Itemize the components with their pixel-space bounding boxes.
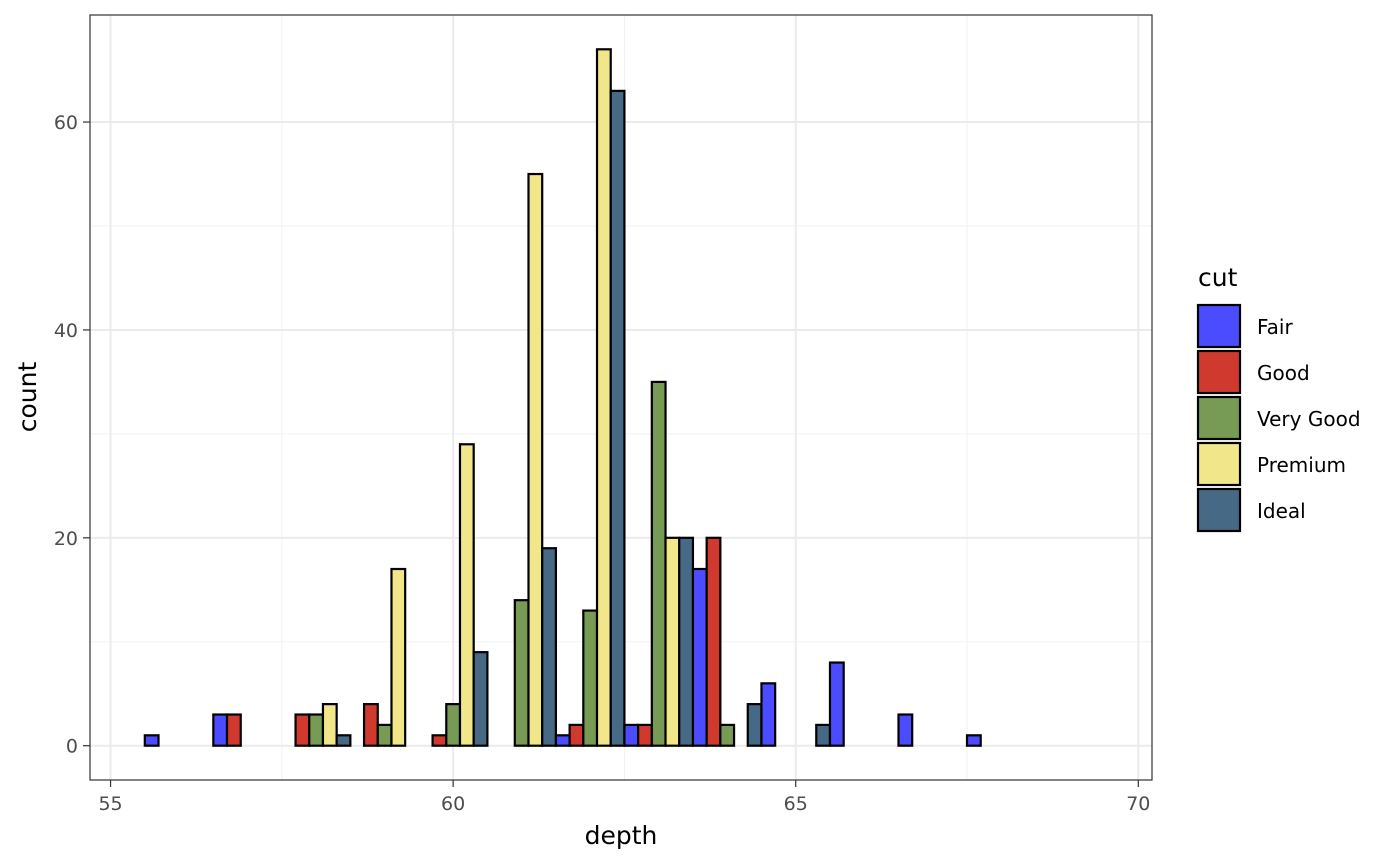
bar-very-good-59 xyxy=(376,723,393,747)
bar-fair-57 xyxy=(212,713,229,747)
bar-very-good-64 xyxy=(719,723,736,747)
bar-fair-62 xyxy=(554,734,571,747)
x-tick-label: 55 xyxy=(98,793,122,815)
bar-very-good-61 xyxy=(513,599,530,747)
bar-ideal-60 xyxy=(472,651,489,747)
legend-label-good: Good xyxy=(1257,361,1310,385)
bar-very-good-60 xyxy=(445,703,462,747)
legend-title: cut xyxy=(1198,263,1238,292)
legend-key-ideal xyxy=(1196,487,1242,533)
bar-ideal-64 xyxy=(746,703,763,747)
bar-very-good-62 xyxy=(582,609,599,747)
bar-good-59 xyxy=(362,703,379,747)
bar-ideal-62 xyxy=(609,89,626,747)
bar-premium-61 xyxy=(527,172,544,747)
legend-label-ideal: Ideal xyxy=(1257,499,1306,523)
bar-good-64 xyxy=(705,536,722,747)
x-tick-label: 60 xyxy=(441,793,465,815)
bar-very-good-63 xyxy=(650,380,667,747)
bar-ideal-58 xyxy=(335,734,352,747)
bar-fair-56 xyxy=(143,734,160,747)
y-tick-label: 20 xyxy=(54,528,78,550)
bar-ideal-65 xyxy=(815,723,832,747)
y-tick-label: 0 xyxy=(66,736,78,758)
legend-label-premium: Premium xyxy=(1257,453,1346,477)
plot-panel-border xyxy=(89,14,1153,781)
bar-premium-60 xyxy=(458,443,475,747)
bar-fair-66 xyxy=(828,661,845,747)
legend-key-very-good xyxy=(1196,395,1242,441)
y-tick-label: 60 xyxy=(54,112,78,134)
legend-key-premium xyxy=(1196,441,1242,487)
x-axis-title: depth xyxy=(585,821,658,850)
legend-label-fair: Fair xyxy=(1257,315,1293,339)
bar-fair-67 xyxy=(897,713,914,747)
x-tick-label: 65 xyxy=(784,793,808,815)
bars xyxy=(143,48,982,747)
legend-key-good xyxy=(1196,349,1242,395)
legend-label-very-good: Very Good xyxy=(1257,407,1361,431)
bar-ideal-61 xyxy=(541,547,558,747)
bar-fair-64 xyxy=(691,567,708,747)
bar-very-good-58 xyxy=(308,713,325,747)
legend-key-fair xyxy=(1196,303,1242,349)
bar-premium-59 xyxy=(390,567,407,747)
bar-good-62 xyxy=(568,723,585,747)
y-tick-label: 40 xyxy=(54,320,78,342)
bar-ideal-63 xyxy=(678,536,695,747)
bar-premium-63 xyxy=(664,536,681,747)
x-tick-label: 70 xyxy=(1126,793,1150,815)
x-axis-ticks: 55 60 65 70 xyxy=(98,780,1150,815)
bar-fair-68 xyxy=(965,734,982,747)
legend: cut Fair Good Very Good Premium Ideal xyxy=(1196,263,1361,533)
bar-good-58 xyxy=(294,713,311,747)
y-axis-title: count xyxy=(13,362,42,433)
bar-fair-63 xyxy=(623,723,640,747)
bar-premium-62 xyxy=(595,48,612,747)
bar-good-60 xyxy=(431,734,448,747)
bar-good-57 xyxy=(225,713,242,747)
bar-fair-65 xyxy=(760,682,777,747)
bar-premium-58 xyxy=(321,703,338,747)
bar-good-63 xyxy=(637,723,653,747)
y-axis-ticks: 0 20 40 60 xyxy=(54,112,90,758)
